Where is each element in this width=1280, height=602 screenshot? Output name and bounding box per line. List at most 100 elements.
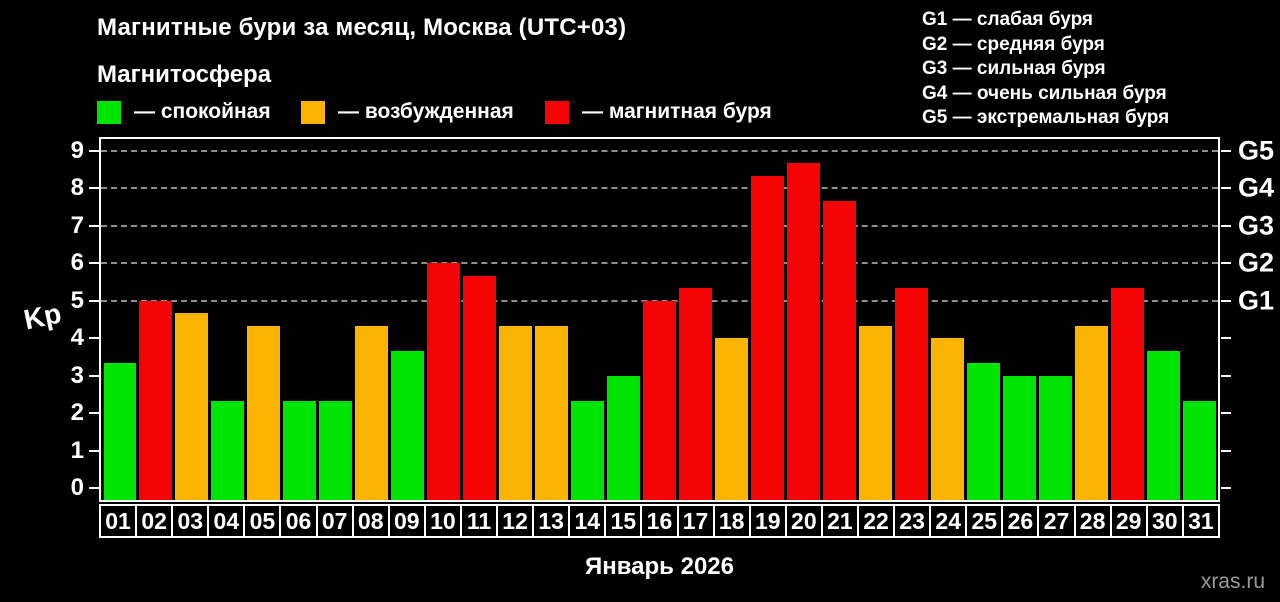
bar-day-21 — [822, 200, 856, 500]
bar-day-03 — [175, 313, 209, 500]
bar-day-15 — [607, 375, 641, 500]
day-cell-27: 27 — [1037, 504, 1076, 538]
bar-day-01 — [103, 363, 137, 500]
legend-swatch-storm-icon — [545, 100, 569, 124]
bar-day-26 — [1002, 375, 1036, 500]
day-cell-10: 10 — [423, 504, 462, 538]
gridline-kp-8 — [101, 187, 1218, 190]
bar-day-12 — [499, 325, 533, 500]
bar-day-30 — [1146, 350, 1180, 500]
bar-day-23 — [894, 288, 928, 500]
bars-container — [101, 139, 1218, 500]
day-cell-17: 17 — [676, 504, 715, 538]
day-cell-04: 04 — [207, 504, 246, 538]
legend-item-excited: — возбужденная — [301, 100, 514, 124]
gridline-kp-7 — [101, 224, 1218, 227]
x-axis-day-labels: 01 02 03 04 05 06 07 08 09 10 11 12 13 14 15 16 17 18 19 20… — [99, 504, 1220, 538]
bar-day-05 — [247, 325, 281, 500]
day-cell-16: 16 — [640, 504, 679, 538]
bar-day-20 — [786, 163, 820, 500]
kp-tick-label-2: 2 — [70, 399, 84, 427]
kp-axis-tick-8 — [89, 187, 99, 190]
bar-day-06 — [283, 400, 317, 500]
bar-day-19 — [750, 176, 784, 500]
bar-day-09 — [391, 350, 425, 500]
g-axis-tick-3 — [1221, 374, 1231, 377]
legend-label-quiet: — спокойная — [134, 100, 271, 123]
g-axis-tick-4 — [1221, 337, 1231, 340]
kp-tick-label-3: 3 — [70, 361, 84, 389]
day-cell-08: 08 — [351, 504, 390, 538]
g-axis-tick-5 — [1221, 299, 1231, 302]
bar-day-02 — [139, 300, 173, 500]
month-label: Январь 2026 — [584, 553, 734, 580]
legend-swatch-excited-icon — [301, 100, 325, 124]
day-cell-31: 31 — [1181, 504, 1220, 538]
bar-day-18 — [714, 338, 748, 500]
bar-day-24 — [930, 338, 964, 500]
gridline-kp-6 — [101, 262, 1218, 265]
kp-axis-tick-0 — [89, 487, 99, 490]
magnetosphere-label: Магнитосфера — [97, 61, 272, 88]
bar-day-25 — [966, 363, 1000, 500]
bar-day-10 — [427, 263, 461, 500]
kp-axis-tick-5 — [89, 299, 99, 302]
kp-axis-tick-1 — [89, 449, 99, 452]
g-axis-tick-1 — [1221, 449, 1231, 452]
day-cell-22: 22 — [856, 504, 896, 538]
bar-day-17 — [679, 288, 712, 500]
day-cell-12: 12 — [496, 504, 535, 538]
day-cell-25: 25 — [965, 504, 1004, 538]
kp-tick-label-6: 6 — [70, 249, 84, 277]
g-scale-line-2: G2 — средняя буря — [922, 33, 1105, 55]
day-cell-19: 19 — [748, 504, 787, 538]
bar-day-27 — [1038, 375, 1072, 500]
g-scale-line-1: G1 — слабая буря — [922, 9, 1094, 30]
legend-item-storm: — магнитная буря — [545, 100, 772, 124]
g-axis-label-G3: G3 — [1238, 210, 1275, 241]
day-cell-18: 18 — [712, 504, 751, 538]
g-axis-tick-0 — [1221, 487, 1231, 490]
g-axis-tick-2 — [1221, 412, 1231, 415]
kp-tick-label-0: 0 — [70, 474, 84, 502]
day-cell-20: 20 — [784, 504, 823, 538]
kp-tick-label-4: 4 — [70, 324, 84, 352]
bar-day-11 — [463, 275, 497, 500]
day-cell-23: 23 — [893, 504, 932, 538]
g-scale-line-5: G5 — экстремальная буря — [922, 107, 1170, 129]
bar-day-08 — [355, 325, 389, 500]
kp-axis-tick-4 — [89, 337, 99, 340]
gridline-kp-9 — [101, 149, 1218, 152]
day-cell-24: 24 — [929, 504, 968, 538]
g-axis-label-G1: G1 — [1238, 285, 1275, 316]
g-scale-line-4: G4 — очень сильная буря — [922, 82, 1167, 104]
g-scale-legend: G1 — слабая буря G2 — средняя буря G3 — си… — [922, 8, 1169, 131]
legend-label-storm: — магнитная буря — [582, 100, 772, 123]
day-cell-01: 01 — [99, 504, 138, 538]
day-cell-26: 26 — [1001, 504, 1040, 538]
g-axis-label-G2: G2 — [1238, 247, 1275, 278]
kp-axis-tick-3 — [89, 374, 99, 377]
day-cell-30: 30 — [1145, 504, 1184, 538]
watermark: xras.ru — [1200, 570, 1265, 593]
bar-day-28 — [1074, 325, 1108, 500]
plot-area — [99, 137, 1220, 502]
kp-axis-tick-2 — [89, 412, 99, 415]
kp-tick-label-7: 7 — [70, 211, 84, 239]
bar-day-31 — [1182, 400, 1216, 500]
legend-item-quiet: — спокойная — [97, 100, 271, 124]
day-cell-15: 15 — [604, 504, 643, 538]
bar-day-13 — [535, 325, 569, 500]
bar-day-14 — [571, 400, 605, 500]
bar-day-29 — [1110, 288, 1144, 500]
legend-label-excited: — возбужденная — [338, 100, 514, 123]
kp-tick-label-1: 1 — [70, 436, 84, 464]
g-axis-label-G4: G4 — [1238, 172, 1275, 203]
day-cell-13: 13 — [532, 504, 571, 538]
day-cell-02: 02 — [135, 504, 174, 538]
kp-tick-label-8: 8 — [70, 174, 84, 202]
day-cell-07: 07 — [315, 504, 354, 538]
day-cell-03: 03 — [171, 504, 210, 538]
g-axis-tick-6 — [1221, 262, 1231, 265]
kp-axis-tick-7 — [89, 224, 99, 227]
